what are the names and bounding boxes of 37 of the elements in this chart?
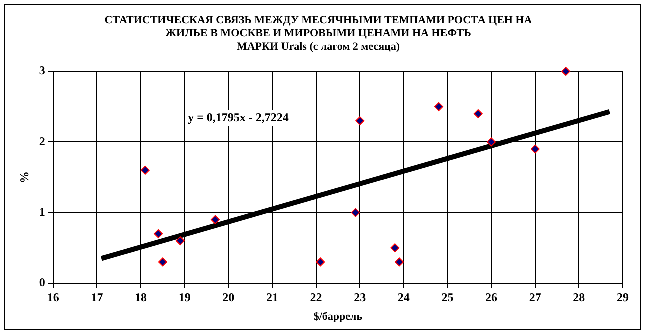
x-tick-label: 19 (178, 290, 191, 305)
point (434, 102, 444, 112)
x-tick-label: 26 (486, 290, 498, 305)
point (395, 258, 404, 267)
point (356, 116, 365, 126)
point (487, 138, 496, 147)
x-axis-title: $/баррель (314, 311, 363, 324)
annotation: y = 0,1795x - 2,7224 (188, 110, 289, 124)
point (140, 166, 150, 175)
point (211, 215, 220, 224)
x-tick-label: 23 (354, 290, 366, 305)
point (158, 258, 168, 267)
x-tick-label: 29 (617, 290, 629, 305)
point (351, 208, 360, 218)
x-tick-label: 27 (529, 290, 542, 305)
x-tick-label: 28 (573, 290, 586, 305)
y-tick-label: 1 (39, 204, 46, 219)
point (176, 236, 185, 246)
point (154, 229, 164, 238)
point (316, 258, 326, 267)
x-tick-label: 24 (398, 290, 410, 305)
point (562, 67, 571, 76)
x-tick-label: 25 (442, 290, 454, 305)
x-tick-label: 22 (310, 290, 322, 305)
x-tick-label: 17 (91, 290, 104, 305)
y-tick-label: 0 (39, 275, 46, 290)
x-tick-label: 18 (135, 290, 148, 305)
y-tick-label: 3 (39, 64, 46, 78)
point (390, 244, 400, 253)
x-tick-label: 16 (47, 290, 60, 305)
y-axis-title: % (17, 172, 32, 184)
point (474, 109, 483, 118)
point (530, 144, 540, 154)
x-tick-label: 21 (266, 290, 278, 305)
y-tick-label: 2 (39, 134, 46, 148)
x-tick-label: 20 (222, 290, 235, 305)
chart-title: СТАТИСТИЧЕСКАЯ СВЯЗЬ МЕЖДУ МЕСЯЧНЫМИ ТЕМПАМИ РОСТА ЦЕН НА ЖИЛЬЕ В МОСКВЕ И МИРОВЫМИ ЦЕНАМИ НА НЕФТЬ МАРКИ Urals (с лагом 2 месяца) (104, 14, 532, 53)
